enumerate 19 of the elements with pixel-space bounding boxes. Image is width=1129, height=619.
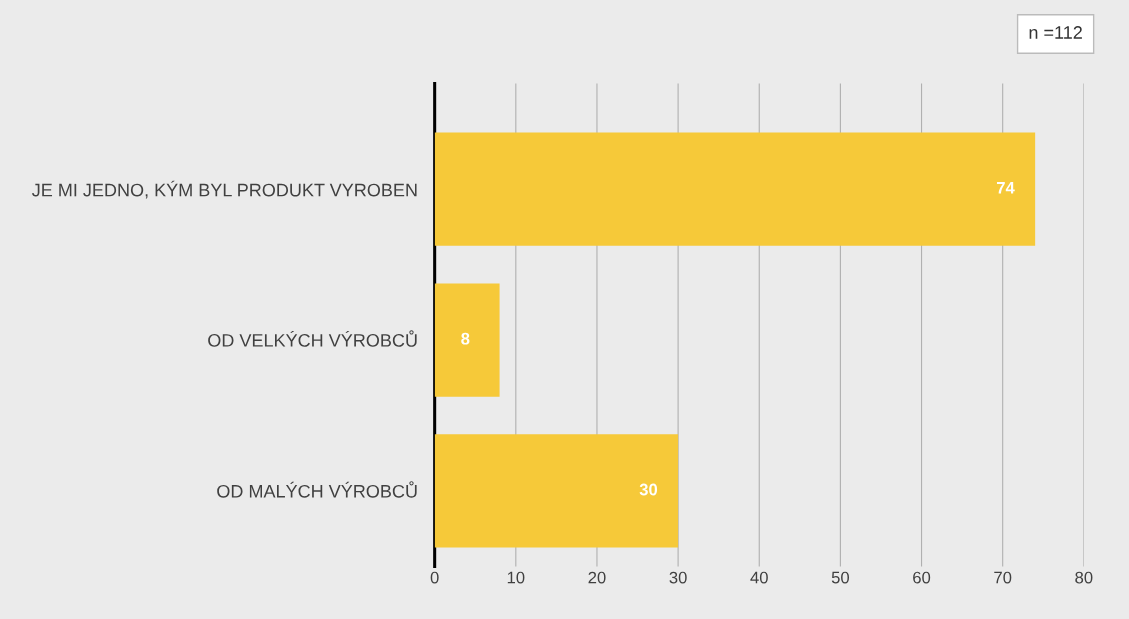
x-tick-label: 80 bbox=[1075, 571, 1093, 584]
x-tick-label: 20 bbox=[588, 571, 606, 584]
bar bbox=[434, 434, 679, 548]
y-tick-label: JE MI JEDNO, KÝM BYL PRODUKT VYROBEN bbox=[32, 180, 417, 199]
data-label: 74 bbox=[996, 182, 1015, 194]
data-label: 8 bbox=[461, 332, 470, 345]
bar bbox=[434, 132, 1036, 246]
x-tick-label: 10 bbox=[507, 571, 525, 584]
x-tick-label: 30 bbox=[669, 571, 687, 584]
x-tick-label: 0 bbox=[430, 571, 439, 584]
x-tick-label: 50 bbox=[831, 571, 850, 584]
data-label: 30 bbox=[639, 483, 658, 496]
bar bbox=[434, 283, 500, 397]
y-tick-label: OD VELKÝCH VÝROBCŮ bbox=[208, 330, 417, 347]
text: n =112 bbox=[1029, 26, 1082, 39]
x-tick-label: 70 bbox=[994, 571, 1012, 584]
x-tick-label: 60 bbox=[913, 571, 931, 584]
y-tick-label: OD MALÝCH VÝROBCŮ bbox=[217, 481, 417, 498]
x-tick-label: 40 bbox=[750, 571, 768, 584]
